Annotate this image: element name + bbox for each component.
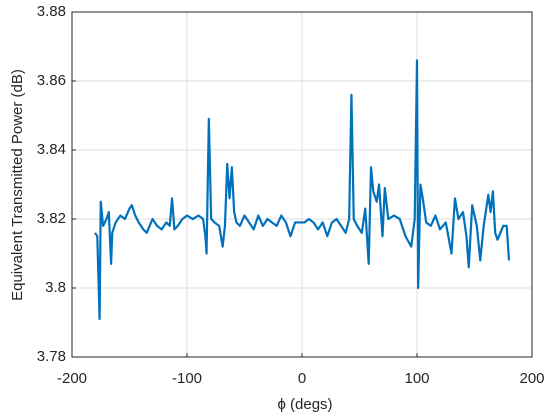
- y-tick-label: 3.86: [37, 72, 66, 89]
- y-tick-label: 3.78: [37, 348, 66, 365]
- y-tick-label: 3.8: [45, 279, 66, 296]
- y-tick-label: 3.84: [37, 141, 66, 158]
- x-tick-label: 200: [519, 370, 544, 387]
- x-tick-label: -100: [172, 370, 202, 387]
- axes-box: [71, 11, 533, 358]
- data-line: [94, 59, 511, 321]
- x-tick-label: 0: [298, 370, 306, 387]
- y-tick-label: 3.82: [37, 210, 66, 227]
- x-axis-label: ϕ (degs): [277, 396, 332, 413]
- y-tick-label: 3.88: [37, 3, 66, 20]
- x-tick-label: -200: [57, 370, 87, 387]
- x-tick-label: 100: [404, 370, 429, 387]
- y-axis-label: Equivalent Transmitted Power (dB): [9, 69, 26, 301]
